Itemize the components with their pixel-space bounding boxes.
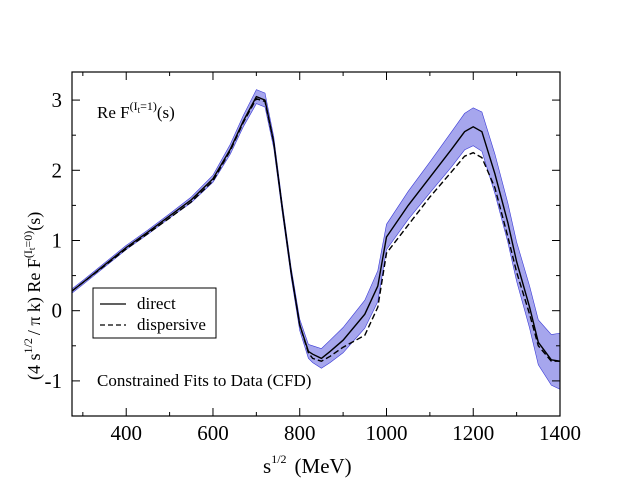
- y-axis-title: (4 s1/2/ π k) Re F(It=0)(s): [21, 212, 45, 380]
- series-line-dispersive: [71, 97, 560, 362]
- error-band-direct: [71, 89, 561, 390]
- annotation-top-label: Re F(It=1)(s): [97, 99, 175, 122]
- error-bands: [71, 89, 561, 390]
- y-tick-label: 3: [52, 88, 63, 112]
- x-tick-label: 1200: [452, 421, 494, 445]
- x-tick-label: 1400: [539, 421, 581, 445]
- y-tick-label: 2: [52, 158, 63, 182]
- tick-labels: 400 600 800 1000 1200 1400 -1 0 1 2 3: [45, 88, 582, 445]
- x-axis-title: s1/2 (MeV): [263, 452, 352, 478]
- annotation-bottom-label: Constrained Fits to Data (CFD): [97, 371, 311, 390]
- y-tick-label: 0: [52, 299, 63, 323]
- legend-box: [92, 287, 217, 339]
- legend-label-direct: direct: [137, 294, 176, 313]
- y-tick-label: 1: [52, 228, 63, 252]
- y-tick-label: -1: [45, 369, 63, 393]
- x-tick-label: 800: [284, 421, 316, 445]
- x-tick-label: 400: [110, 421, 142, 445]
- x-tick-label: 600: [197, 421, 229, 445]
- axis-ticks: [72, 72, 561, 417]
- series-line-direct: [71, 95, 561, 362]
- legend: direct dispersive: [92, 287, 217, 339]
- plot-frame: [71, 71, 561, 417]
- x-tick-label: 1000: [365, 421, 407, 445]
- legend-label-dispersive: dispersive: [137, 315, 206, 334]
- series-lines: [71, 95, 561, 362]
